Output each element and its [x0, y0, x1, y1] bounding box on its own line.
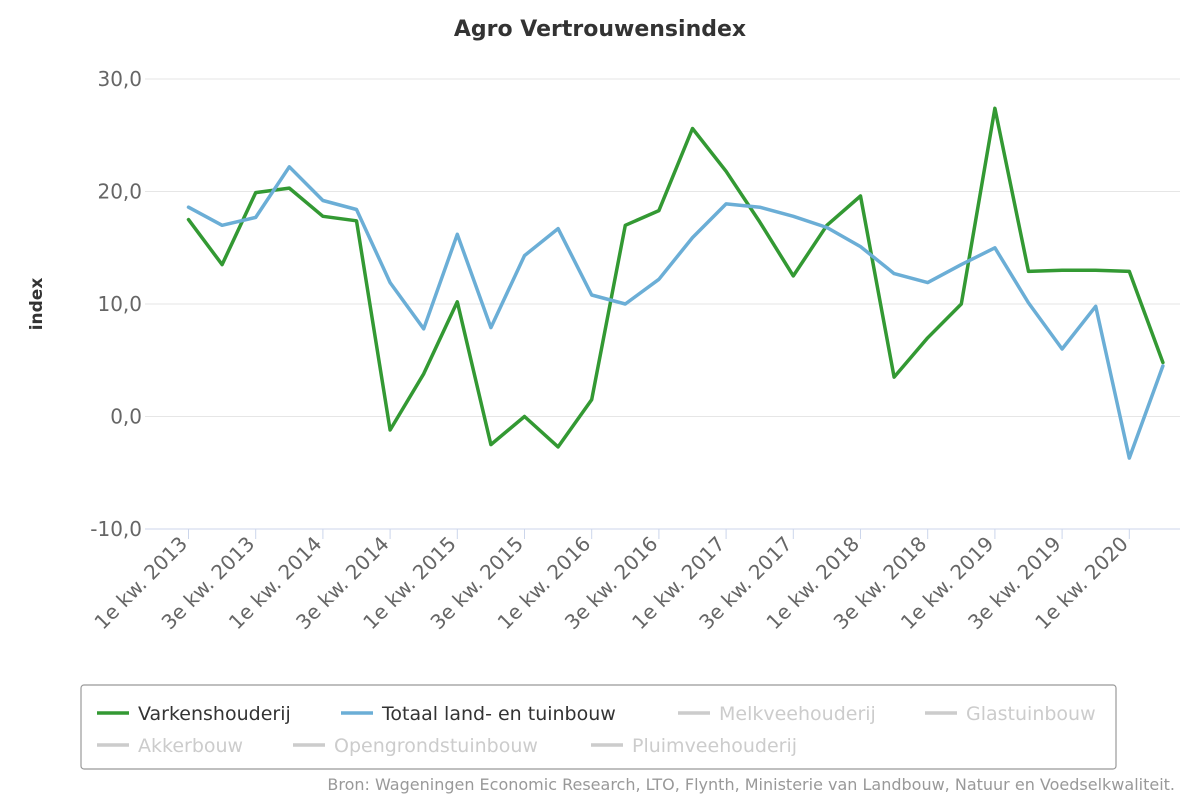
chart-credit: Bron: Wageningen Economic Research, LTO,…	[327, 775, 1175, 794]
legend-item-5[interactable]: Opengrondstuinbouw	[293, 735, 538, 757]
legend-item-1[interactable]: Totaal land- en tuinbouw	[341, 703, 616, 725]
legend-label: Glastuinbouw	[966, 703, 1096, 725]
y-tick-label: 30,0	[97, 67, 142, 91]
legend-label: Melkveehouderij	[719, 703, 876, 725]
legend-item-4[interactable]: Akkerbouw	[97, 735, 243, 757]
legend-item-2[interactable]: Melkveehouderij	[678, 703, 876, 725]
legend-label: Pluimveehouderij	[632, 735, 797, 757]
series-line-0	[186, 106, 1165, 449]
y-tick-label: 20,0	[97, 180, 142, 204]
series-lines	[186, 106, 1165, 460]
y-axis-ticks: 30,0 20,0 10,0 0,0 -10,0	[90, 67, 142, 541]
legend[interactable]: Varkenshouderij Totaal land- en tuinbouw M…	[80, 684, 1117, 770]
y-tick-label: 0,0	[110, 405, 142, 429]
chart-title: Agro Vertrouwensindex	[454, 17, 746, 42]
legend-box	[80, 684, 1117, 770]
legend-item-3[interactable]: Glastuinbouw	[925, 703, 1096, 725]
x-axis	[145, 528, 1180, 539]
legend-label: Opengrondstuinbouw	[334, 735, 538, 757]
grid-lines	[145, 78, 1180, 417]
series-line-1	[186, 165, 1165, 460]
y-tick-label: -10,0	[90, 517, 142, 541]
legend-item-6[interactable]: Pluimveehouderij	[591, 735, 797, 757]
y-axis-title: index	[27, 278, 47, 331]
legend-label: Akkerbouw	[138, 735, 243, 757]
legend-label: Totaal land- en tuinbouw	[381, 703, 616, 725]
y-tick-label: 10,0	[97, 292, 142, 316]
legend-item-0[interactable]: Varkenshouderij	[97, 703, 291, 725]
legend-label: Varkenshouderij	[138, 703, 291, 725]
